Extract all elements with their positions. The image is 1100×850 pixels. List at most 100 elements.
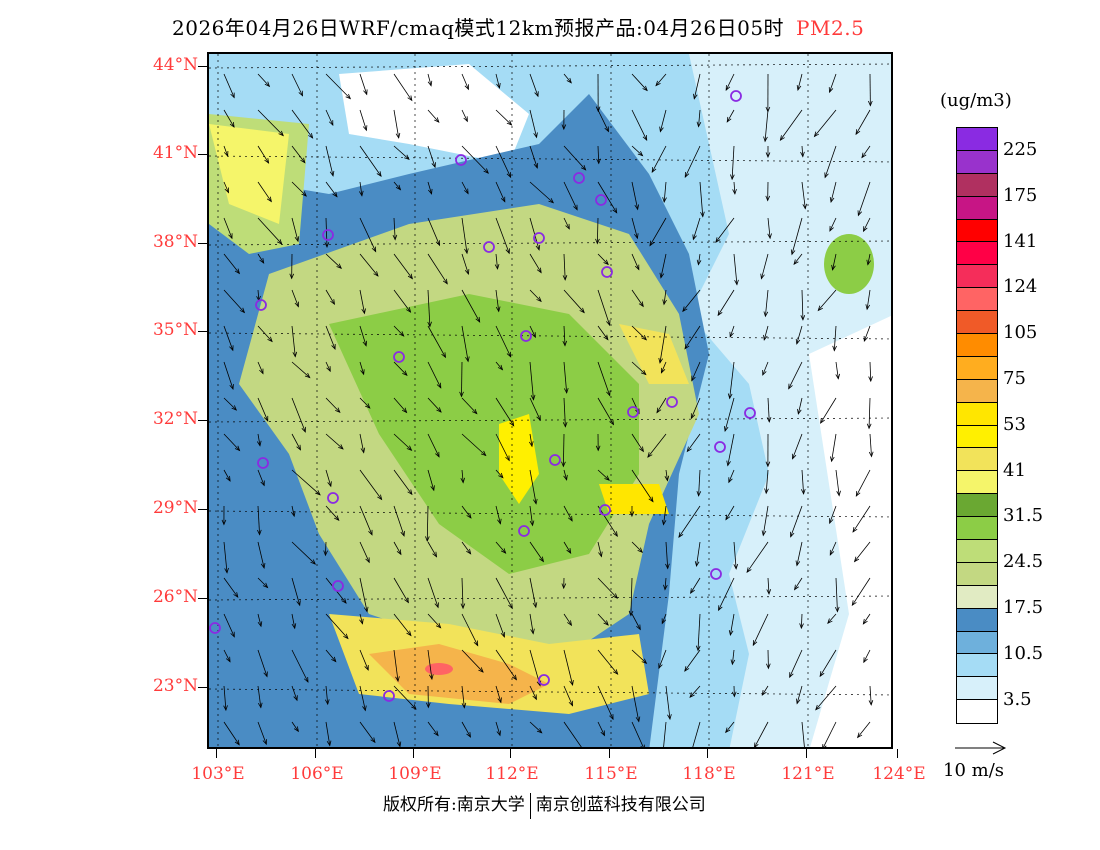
wind-arrow-icon <box>661 613 667 625</box>
latitude-gridline <box>209 510 891 518</box>
wind-arrow-icon <box>563 145 587 171</box>
wind-arrow-icon <box>868 685 874 706</box>
wind-arrow-icon <box>529 685 537 701</box>
wind-arrow-icon <box>459 361 464 398</box>
wind-arrow-icon <box>868 433 874 458</box>
wind-arrow-icon <box>631 469 654 503</box>
wind-arrow-icon <box>819 649 837 678</box>
wind-arrow-icon <box>359 649 369 671</box>
lat-tick <box>198 598 207 599</box>
wind-arrow-icon <box>597 325 609 341</box>
wind-arrow-icon <box>727 361 735 400</box>
colorbar-swatch <box>957 654 997 678</box>
wind-arrow-icon <box>461 289 481 323</box>
wind-arrow-icon <box>631 181 640 211</box>
wind-arrow-icon <box>561 109 567 131</box>
wind-arrow-icon <box>323 541 328 557</box>
colorbar-swatch <box>957 288 997 312</box>
wind-arrow-icon <box>461 541 472 555</box>
wind-arrow-icon <box>562 325 568 347</box>
wind-arrow-icon <box>595 433 601 452</box>
wind-arrow-icon <box>597 109 609 133</box>
lon-label: 109°E <box>388 764 442 784</box>
wind-arrow-icon <box>563 73 572 84</box>
wind-arrow-icon <box>631 433 644 453</box>
wind-arrow-icon <box>291 721 299 733</box>
wind-arrow-icon <box>830 433 837 463</box>
colorbar-swatch <box>957 242 997 266</box>
wind-arrow-icon <box>563 289 585 314</box>
wind-arrow-icon <box>324 217 330 248</box>
wind-arrow-icon <box>528 433 534 448</box>
colorbar-swatch <box>957 150 997 174</box>
wind-arrow-icon <box>563 181 578 211</box>
wind-arrow-icon <box>393 433 413 451</box>
wind-arrow-icon <box>461 325 470 363</box>
city-marker <box>483 241 495 253</box>
wind-arrow-icon <box>763 109 769 143</box>
wind-arrow-icon <box>834 577 840 613</box>
city-marker <box>520 330 532 342</box>
wind-arrow-icon <box>857 181 871 217</box>
wind-arrow-icon <box>631 289 644 308</box>
city-marker <box>393 351 405 363</box>
wind-arrow-icon <box>868 73 873 107</box>
wind-arrow-icon <box>257 721 267 746</box>
lon-label: 118°E <box>682 764 736 784</box>
colorbar-swatch <box>957 540 997 563</box>
wind-arrow-icon <box>461 109 468 123</box>
wind-arrow-icon <box>495 73 501 89</box>
wind-arrow-icon <box>631 721 645 747</box>
wind-arrow-icon <box>789 649 803 679</box>
wind-arrow-icon <box>257 649 268 678</box>
wind-arrow-icon <box>291 505 296 518</box>
wind-arrow-icon <box>861 145 871 159</box>
lon-tick <box>216 749 217 758</box>
wind-arrow-icon <box>257 145 270 164</box>
wind-arrow-icon <box>461 685 467 709</box>
colorbar-swatch <box>957 356 997 380</box>
wind-arrow-icon <box>359 289 366 315</box>
city-marker <box>549 454 561 466</box>
wind-arrow-icon <box>656 397 667 414</box>
lat-tick <box>198 509 207 510</box>
lat-label: 44°N <box>152 55 198 75</box>
wind-arrow-icon <box>494 253 500 270</box>
wind-arrow-icon <box>795 325 803 345</box>
city-marker <box>209 622 221 634</box>
colorbar-label: 175 <box>1003 184 1038 206</box>
wind-arrow-icon <box>223 253 241 275</box>
wind-arrow-icon <box>257 685 263 709</box>
wind-arrow-icon <box>651 145 667 174</box>
latitude-gridline <box>209 63 891 69</box>
wind-arrow-icon <box>835 469 841 497</box>
copyright-right: 南京创蓝科技有限公司 <box>535 795 706 815</box>
wind-arrow-icon <box>684 325 701 350</box>
northwest-yellow-region <box>209 124 289 224</box>
lat-label: 35°N <box>152 320 198 340</box>
wind-arrow-icon <box>746 541 769 574</box>
wind-arrow-icon <box>852 505 871 533</box>
wind-arrow-icon <box>393 469 413 496</box>
wind-arrow-icon <box>427 289 432 328</box>
city-marker <box>332 580 344 592</box>
wind-arrow-icon <box>325 109 334 127</box>
wind-arrow-icon <box>723 397 735 433</box>
colorbar-swatch <box>957 562 997 586</box>
latitude-gridline <box>209 332 891 340</box>
wind-arrow-icon <box>291 73 303 97</box>
wind-arrow-icon <box>631 685 641 723</box>
city-marker <box>599 504 611 516</box>
wind-arrow-icon <box>325 505 340 521</box>
colorbar-swatch <box>957 173 997 197</box>
wind-arrow-icon <box>754 721 769 747</box>
lat-label: 29°N <box>152 498 198 518</box>
wind-arrow-icon <box>799 613 804 630</box>
wind-arrow-icon <box>359 685 367 712</box>
colorbar-label: 10.5 <box>1003 642 1044 664</box>
wind-arrow-icon <box>460 469 466 484</box>
wind-arrow-icon <box>393 73 413 102</box>
wind-arrow-icon <box>779 109 803 141</box>
wind-arrow-icon <box>495 613 506 638</box>
wind-arrow-icon <box>829 505 837 525</box>
